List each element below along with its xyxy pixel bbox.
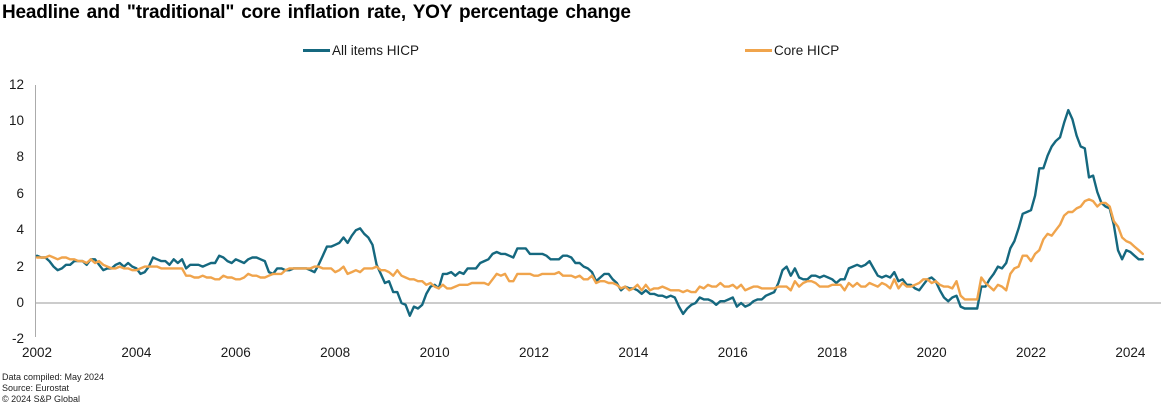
- x-tick-label: 2014: [618, 345, 649, 360]
- x-tick-label: 2020: [916, 345, 947, 360]
- footnote-source: Source: Eurostat: [2, 383, 70, 393]
- x-tick-label: 2022: [1015, 345, 1047, 360]
- legend-line-icon: [745, 49, 772, 52]
- legend-item-core-hicp: Core HICP: [745, 42, 839, 59]
- chart-title: Headline and "traditional" core inflatio…: [2, 2, 631, 23]
- x-tick-label: 2008: [320, 345, 351, 360]
- legend-label-core-hicp: Core HICP: [774, 43, 840, 58]
- footnote-copyright: © 2024 S&P Global: [2, 394, 81, 404]
- y-tick-label: 2: [16, 258, 24, 274]
- x-tick-label: 2012: [518, 345, 550, 360]
- y-tick-label: 6: [16, 185, 24, 201]
- y-tick-label: 10: [8, 113, 24, 128]
- x-tick-label: 2004: [121, 345, 152, 360]
- x-tick-label: 2018: [817, 345, 848, 360]
- y-tick-label: -2: [11, 331, 24, 347]
- chart-footnotes: Data compiled: May 2024 Source: Eurostat…: [2, 372, 104, 405]
- legend-line-icon: [303, 49, 330, 52]
- x-tick-label: 2016: [717, 345, 748, 360]
- x-tick-label: 2006: [220, 345, 251, 360]
- series-line-core-hicp: [35, 198, 1145, 301]
- y-tick-label: 0: [16, 295, 24, 310]
- footnote-data-compiled: Data compiled: May 2024: [2, 372, 105, 382]
- y-tick-label: 4: [16, 222, 24, 238]
- legend-item-all-items-hicp: All items HICP: [303, 42, 419, 59]
- series-line-all-items-hicp: [35, 108, 1145, 317]
- x-tick-label: 2010: [419, 345, 450, 360]
- y-tick-label: 8: [16, 149, 24, 165]
- y-tick-label: 12: [8, 76, 24, 92]
- legend-label-all-items-hicp: All items HICP: [332, 43, 420, 58]
- x-tick-label: 2024: [1115, 345, 1146, 360]
- x-tick-label: 2002: [21, 345, 53, 360]
